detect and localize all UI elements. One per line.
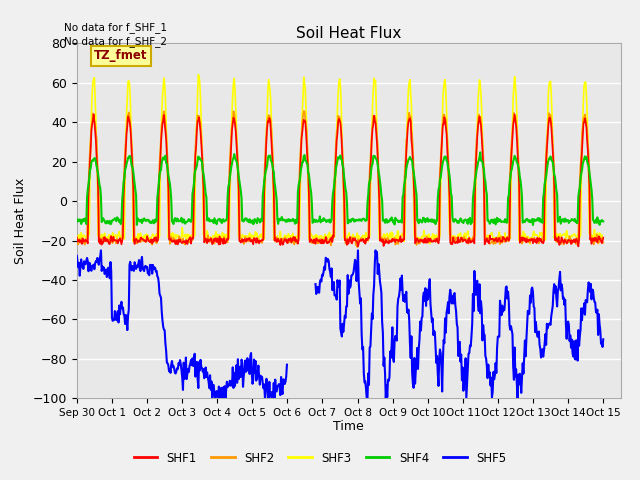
SHF3 [190,233,198,239]
SHF5 [73,253,81,259]
SHF5 [218,392,226,397]
SHF1 [73,234,81,240]
Line: SHF4: SHF4 [77,152,604,225]
Text: TZ_fmet: TZ_fmet [94,49,148,62]
Y-axis label: Soil Heat Flux: Soil Heat Flux [14,178,27,264]
SHF2 [353,244,361,250]
Line: SHF2: SHF2 [77,111,604,247]
SHF2 [83,239,90,245]
SHF1 [354,244,362,250]
SHF4 [404,159,412,165]
SHF3 [526,241,534,247]
SHF2 [218,238,226,243]
SHF4 [476,149,484,155]
Line: SHF5: SHF5 [77,251,604,398]
SHF3 [73,240,81,246]
SHF5 [420,289,428,295]
Line: SHF1: SHF1 [77,114,604,247]
SHF5 [83,258,90,264]
SHF1 [191,172,198,178]
SHF3 [219,230,227,236]
SHF2 [600,240,607,245]
SHF3 [83,235,90,240]
SHF1 [138,235,145,240]
SHF5 [404,307,412,312]
SHF2 [190,177,198,182]
SHF4 [137,217,145,223]
SHF4 [190,181,198,187]
SHF5 [190,356,198,361]
SHF2 [405,110,413,116]
SHF5 [600,336,607,342]
Line: SHF3: SHF3 [77,75,604,244]
SHF3 [420,228,428,233]
SHF1 [83,238,90,244]
X-axis label: Time: Time [333,420,364,432]
SHF5 [137,268,145,274]
SHF3 [600,236,607,242]
SHF4 [83,221,90,227]
SHF1 [90,111,97,117]
SHF1 [600,235,607,240]
Legend: SHF1, SHF2, SHF3, SHF4, SHF5: SHF1, SHF2, SHF3, SHF4, SHF5 [129,447,511,469]
SHF3 [195,72,202,78]
Text: No data for f_SHF_2: No data for f_SHF_2 [64,36,167,47]
SHF1 [219,238,227,243]
SHF4 [73,216,81,222]
Title: Soil Heat Flux: Soil Heat Flux [296,25,401,41]
SHF1 [420,236,428,242]
SHF4 [419,215,427,221]
SHF2 [420,237,428,243]
SHF4 [600,218,607,224]
Text: No data for f_SHF_1: No data for f_SHF_1 [64,22,167,33]
SHF1 [405,117,413,122]
SHF2 [300,108,308,114]
SHF2 [137,240,145,245]
SHF4 [218,220,226,226]
SHF3 [137,230,145,236]
SHF3 [404,85,412,91]
SHF2 [73,241,81,247]
SHF4 [529,222,537,228]
